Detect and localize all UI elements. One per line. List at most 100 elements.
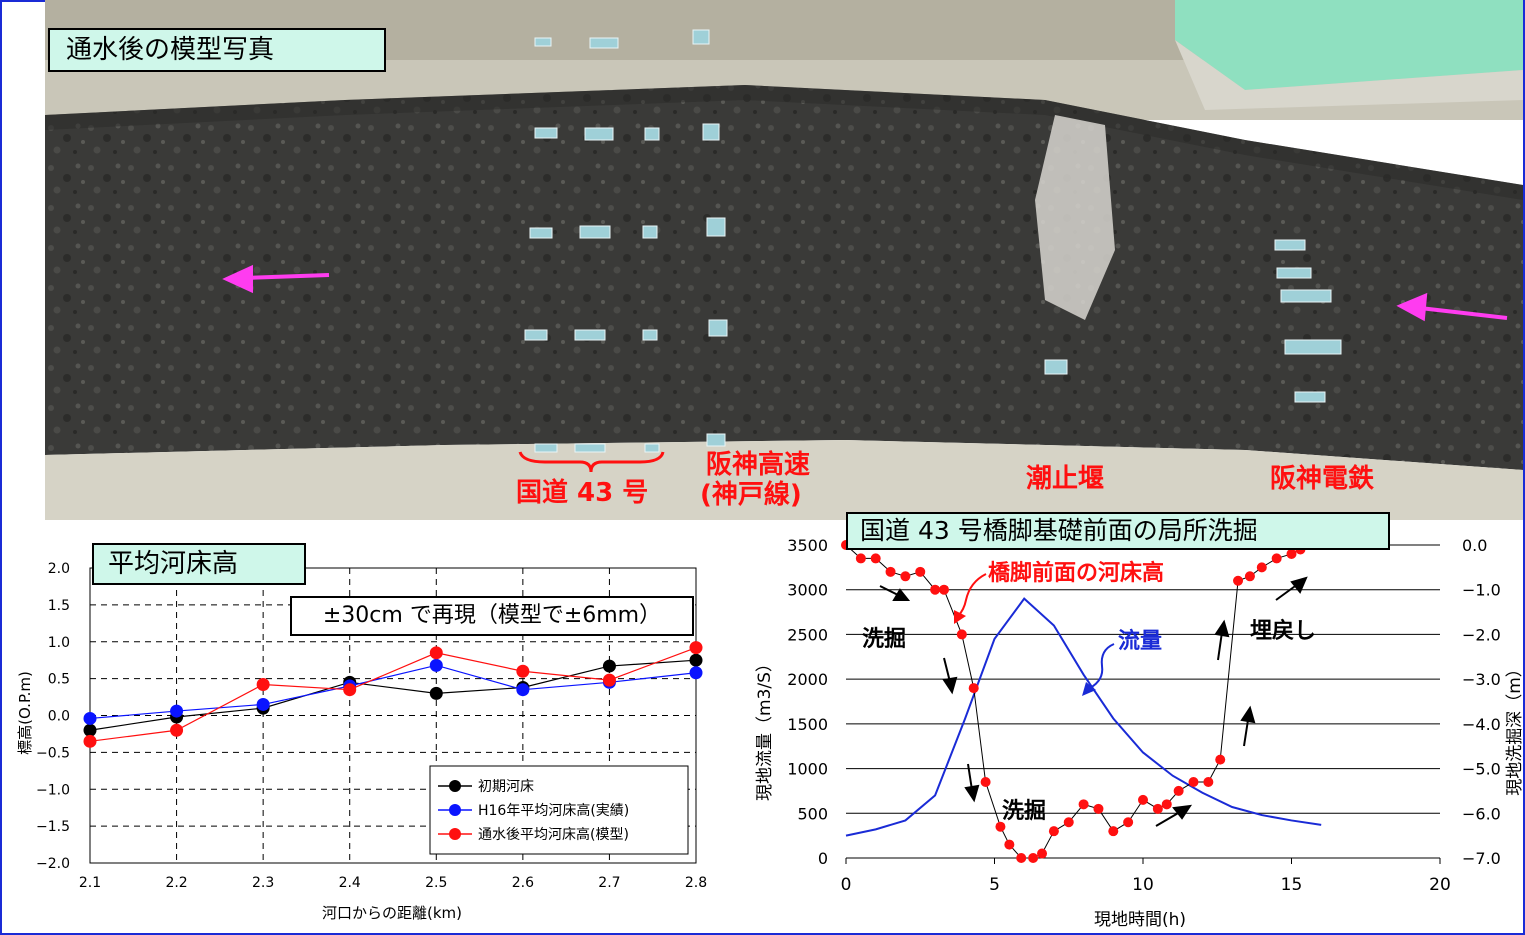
- chart2-bed-point: [956, 629, 967, 640]
- chart2-bed-line: [845, 544, 1301, 859]
- chart2-backfill-annotation: 埋戻し: [1250, 618, 1316, 644]
- chart2-y-tick-label-left: 1500: [787, 715, 828, 734]
- chart1-ylabel: 標高(O.P.m): [16, 671, 34, 755]
- chart1-series-0-point: [689, 653, 703, 667]
- chart2-y-tick-label-left: 3500: [787, 536, 828, 555]
- chart1-x-tick-label: 2.8: [685, 875, 707, 891]
- chart2-bed-point: [1203, 776, 1214, 787]
- chart2-x-tick-label: 15: [1281, 875, 1303, 895]
- chart2-bed-point: [1123, 817, 1134, 828]
- chart2-bed-point: [1108, 826, 1119, 837]
- chart1-series-line-1: [89, 664, 697, 720]
- chart1-x-tick-label: 2.1: [79, 875, 101, 891]
- chart1-legend: 初期河床 H16年平均河床高(実績) 通水後平均河床高(模型): [429, 765, 689, 855]
- chart2-y-tick-label-right: 0.0: [1462, 536, 1487, 555]
- chart2-bed-point: [1138, 794, 1148, 805]
- chart1-x-tick-label: 2.2: [165, 875, 187, 891]
- chart1-series-2-point: [429, 646, 443, 660]
- chart2-bed-point: [1078, 799, 1089, 810]
- chart1-series-1-point: [516, 683, 530, 697]
- chart1-legend-item-2: 通水後平均河床高(模型): [478, 826, 629, 843]
- chart1-x-tick-label: 2.3: [252, 875, 274, 891]
- chart2-bed-point: [1188, 776, 1199, 787]
- chart2-y-tick-label-right: −3.0: [1462, 670, 1501, 689]
- chart2-y-tick-label-right: −5.0: [1462, 760, 1501, 779]
- chart1-series-2-point: [343, 683, 357, 697]
- chart2-y-tick-label-right: −1.0: [1462, 581, 1501, 600]
- chart1-x-tick-label: 2.4: [339, 875, 361, 891]
- chart2-bed-point: [1152, 803, 1163, 814]
- chart2-bed-point: [1037, 848, 1048, 859]
- chart1-y-tick-label: −1.0: [36, 782, 70, 798]
- chart1-series-0-point: [602, 659, 616, 673]
- chart2-x-tick-label: 5: [989, 875, 1000, 895]
- chart2-ylabel-left: 現地流量（m3/S）: [755, 655, 775, 801]
- chart2-bed-point: [968, 683, 979, 694]
- chart1-series-2-point: [516, 664, 530, 678]
- hanshin-expressway-label-1: 阪神高速: [706, 450, 811, 480]
- chart2-title: 国道 43 号橋脚基礎前面の局所洗掘: [846, 512, 1390, 550]
- chart2-y-tick-label-right: −4.0: [1462, 715, 1501, 734]
- chart2-bed-point: [1063, 817, 1074, 828]
- hanshin-expressway-label-2: (神戸線): [700, 480, 802, 510]
- chart2-bed-point: [1016, 853, 1027, 863]
- chart1-xlabel: 河口からの距離(km): [322, 904, 462, 922]
- chart2-x-tick-label: 0: [841, 875, 852, 895]
- chart2-y-tick-label-left: 1000: [787, 760, 828, 779]
- chart2-y-tick-label-left: 2500: [787, 625, 828, 644]
- chart2-bed-point: [1173, 785, 1184, 796]
- tide-weir-label: 潮止堰: [1026, 464, 1105, 494]
- chart1-series-0-point: [83, 723, 97, 737]
- chart1-legend-item-0: 初期河床: [478, 778, 534, 795]
- chart2-x-tick-label: 10: [1132, 875, 1154, 895]
- photo-title: 通水後の模型写真: [48, 28, 386, 72]
- chart2-bed-point: [1093, 803, 1104, 814]
- chart2-bed-point: [1244, 571, 1255, 582]
- chart2-y-tick-label-left: 2000: [787, 670, 828, 689]
- chart1-series-2-point: [170, 723, 184, 737]
- chart2-scour-annotation-1: 洗掘: [862, 627, 906, 652]
- chart1-series-2-point: [602, 673, 616, 687]
- chart2-bed-point: [995, 821, 1006, 832]
- chart1-y-tick-label: 0.0: [48, 709, 70, 725]
- chart1-series-1-point: [170, 704, 184, 718]
- chart2-bed-annotation: 橋脚前面の河床高: [988, 560, 1164, 586]
- chart2-bed-point: [1215, 754, 1226, 765]
- chart2-xlabel: 現地時間(h): [1094, 910, 1186, 930]
- chart1-x-tick-label: 2.7: [598, 875, 620, 891]
- chart2-bed-point: [1161, 799, 1172, 810]
- chart1-y-tick-label: −2.0: [36, 856, 70, 872]
- chart1-series-1-point: [429, 658, 443, 672]
- chart2-bed-point: [1004, 839, 1015, 850]
- chart1-title: 平均河床高: [92, 543, 306, 585]
- chart2-ylabel-right: 現地洗掘深（m）: [1505, 660, 1525, 796]
- chart1-x-tick-label: 2.6: [512, 875, 534, 891]
- chart1-y-tick-label: 1.5: [48, 598, 70, 614]
- chart2-bed-point: [1233, 575, 1244, 586]
- chart1-series-2-point: [83, 734, 97, 748]
- chart1-series-1-point: [689, 666, 703, 680]
- chart1-series-line-0: [89, 659, 697, 731]
- chart1-series-2-point: [689, 641, 703, 655]
- chart2-bed-point: [1271, 553, 1282, 564]
- chart1-annotation: ±30cm で再現（模型で±6mm）: [290, 596, 694, 636]
- chart1-legend-item-1: H16年平均河床高(実績): [478, 802, 629, 819]
- hanshin-railway-label: 阪神電鉄: [1270, 464, 1375, 494]
- chart2-bed-point: [1048, 826, 1059, 837]
- route43-label: 国道 43 号: [516, 478, 649, 508]
- chart1-series-1-point: [83, 711, 97, 725]
- chart1-y-tick-label: −1.5: [36, 819, 70, 835]
- chart2-y-tick-label-left: 3000: [787, 581, 828, 600]
- chart1-series-line-2: [89, 647, 697, 742]
- chart2-bed-point: [885, 566, 896, 577]
- chart1-y-tick-label: −0.5: [36, 745, 70, 761]
- model-photo: [45, 0, 1523, 520]
- chart2-y-tick-label-left: 0: [818, 849, 828, 868]
- chart2-bed-point: [930, 584, 941, 595]
- chart2-y-tick-label-right: −6.0: [1462, 804, 1501, 823]
- chart2-bed-point: [1286, 548, 1297, 559]
- chart1-series-1-point: [256, 697, 270, 711]
- chart1-series-2-point: [256, 678, 270, 692]
- chart2-bed-point: [939, 584, 950, 595]
